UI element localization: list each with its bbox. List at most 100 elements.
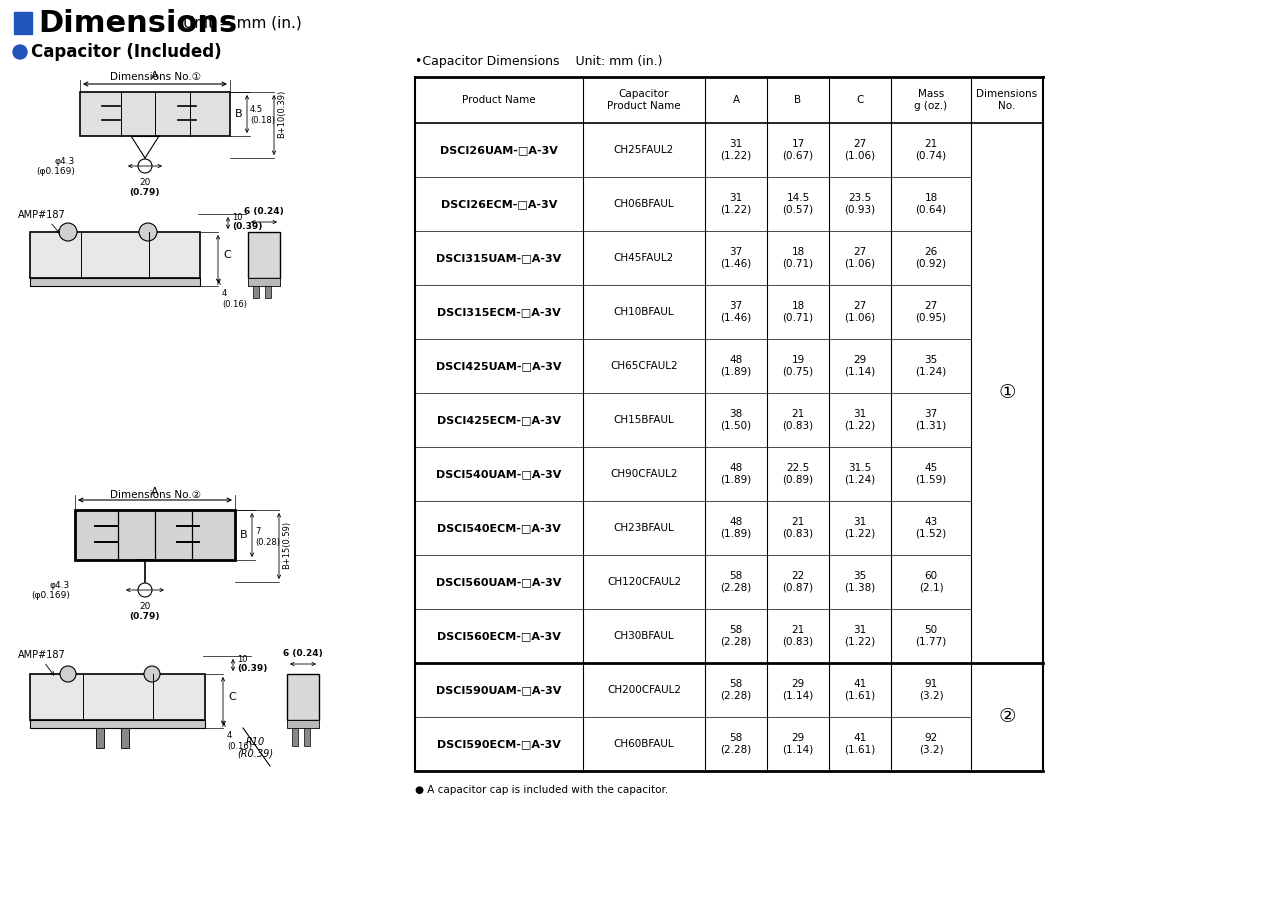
Text: 4: 4 <box>221 289 228 297</box>
Text: CH25FAUL2: CH25FAUL2 <box>614 145 675 155</box>
Text: 27
(0.95): 27 (0.95) <box>915 302 947 323</box>
Text: Capacitor
Product Name: Capacitor Product Name <box>607 90 681 111</box>
Text: ①: ① <box>998 384 1016 402</box>
Text: 43
(1.52): 43 (1.52) <box>915 517 947 538</box>
Text: (0.39): (0.39) <box>237 664 268 674</box>
Circle shape <box>59 223 77 241</box>
Bar <box>287 674 319 720</box>
Text: DSCI560UAM-□A-3V: DSCI560UAM-□A-3V <box>436 577 562 587</box>
Text: 19
(0.75): 19 (0.75) <box>782 356 814 377</box>
Text: DSCI315ECM-□A-3V: DSCI315ECM-□A-3V <box>438 307 561 317</box>
Text: 6 (0.24): 6 (0.24) <box>283 649 323 658</box>
Bar <box>122 728 129 748</box>
Text: CH200CFAUL2: CH200CFAUL2 <box>607 685 681 695</box>
Circle shape <box>13 45 27 59</box>
Text: (R0.39): (R0.39) <box>237 749 273 759</box>
Text: 31
(1.22): 31 (1.22) <box>721 139 751 161</box>
Text: DSCI425UAM-□A-3V: DSCI425UAM-□A-3V <box>436 361 562 371</box>
Text: B: B <box>236 109 243 119</box>
Text: 18
(0.71): 18 (0.71) <box>782 302 814 323</box>
Circle shape <box>140 223 157 241</box>
Bar <box>96 728 104 748</box>
Text: CH15BFAUL: CH15BFAUL <box>613 415 675 425</box>
Circle shape <box>143 666 160 682</box>
Text: R10: R10 <box>246 737 265 747</box>
Text: Unit = mm (in.): Unit = mm (in.) <box>183 16 302 30</box>
Bar <box>265 286 271 298</box>
Text: B+15(0.59): B+15(0.59) <box>283 521 292 569</box>
Text: Capacitor (Included): Capacitor (Included) <box>31 43 221 61</box>
Bar <box>79 92 230 136</box>
Text: 29
(1.14): 29 (1.14) <box>782 679 814 701</box>
Bar <box>248 278 280 286</box>
Text: (0.79): (0.79) <box>129 188 160 197</box>
Text: (0.16): (0.16) <box>221 300 247 309</box>
Text: Mass
g (oz.): Mass g (oz.) <box>914 90 947 111</box>
Text: CH06BFAUL: CH06BFAUL <box>613 199 675 209</box>
Circle shape <box>60 666 76 682</box>
Text: 27
(1.06): 27 (1.06) <box>845 302 876 323</box>
Text: 23.5
(0.93): 23.5 (0.93) <box>845 193 876 215</box>
Text: 58
(2.28): 58 (2.28) <box>721 679 751 701</box>
Text: B: B <box>241 530 247 540</box>
Text: CH90CFAUL2: CH90CFAUL2 <box>611 469 677 479</box>
Text: 48
(1.89): 48 (1.89) <box>721 517 751 538</box>
Text: 29
(1.14): 29 (1.14) <box>782 733 814 755</box>
Text: 48
(1.89): 48 (1.89) <box>721 356 751 377</box>
Text: CH23BFAUL: CH23BFAUL <box>613 523 675 533</box>
Text: 14.5
(0.57): 14.5 (0.57) <box>782 193 814 215</box>
Text: (φ0.169): (φ0.169) <box>31 591 70 600</box>
Text: (0.79): (0.79) <box>129 612 160 621</box>
Text: 58
(2.28): 58 (2.28) <box>721 571 751 593</box>
Bar <box>29 720 205 728</box>
Bar <box>305 728 310 746</box>
Text: DSCI26UAM-□A-3V: DSCI26UAM-□A-3V <box>440 145 558 155</box>
Text: AMP#187: AMP#187 <box>18 650 65 660</box>
Text: C: C <box>228 692 236 702</box>
Text: A: A <box>151 71 159 81</box>
Text: DSCI26ECM-□A-3V: DSCI26ECM-□A-3V <box>440 199 557 209</box>
Text: 35
(1.38): 35 (1.38) <box>845 571 876 593</box>
Text: 18
(0.64): 18 (0.64) <box>915 193 947 215</box>
Text: Product Name: Product Name <box>462 95 536 105</box>
Bar <box>292 728 298 746</box>
Text: 10: 10 <box>237 655 247 664</box>
Bar <box>29 232 200 278</box>
Bar <box>14 12 32 34</box>
Text: DSCI560ECM-□A-3V: DSCI560ECM-□A-3V <box>436 631 561 641</box>
Text: φ4.3: φ4.3 <box>55 157 76 166</box>
Text: 4: 4 <box>227 730 232 739</box>
Text: DSCI425ECM-□A-3V: DSCI425ECM-□A-3V <box>436 415 561 425</box>
Text: CH65CFAUL2: CH65CFAUL2 <box>611 361 678 371</box>
Text: DSCI590ECM-□A-3V: DSCI590ECM-□A-3V <box>436 739 561 749</box>
Text: 92
(3.2): 92 (3.2) <box>919 733 943 755</box>
Text: 31
(1.22): 31 (1.22) <box>845 625 876 647</box>
Text: 48
(1.89): 48 (1.89) <box>721 463 751 484</box>
Text: B+10(0.39): B+10(0.39) <box>278 90 287 138</box>
Text: 22.5
(0.89): 22.5 (0.89) <box>782 463 814 484</box>
Bar <box>29 278 200 286</box>
Text: DSCI315UAM-□A-3V: DSCI315UAM-□A-3V <box>436 253 562 263</box>
Text: CH120CFAUL2: CH120CFAUL2 <box>607 577 681 587</box>
Text: (0.28): (0.28) <box>255 537 280 547</box>
Text: 41
(1.61): 41 (1.61) <box>845 679 876 701</box>
Text: Dimensions No.①: Dimensions No.① <box>110 72 201 82</box>
Text: 21
(0.74): 21 (0.74) <box>915 139 947 161</box>
Text: DSCI540ECM-□A-3V: DSCI540ECM-□A-3V <box>436 523 561 533</box>
Text: Dimensions: Dimensions <box>38 8 237 37</box>
Text: 22
(0.87): 22 (0.87) <box>782 571 814 593</box>
Text: CH45FAUL2: CH45FAUL2 <box>614 253 675 263</box>
Bar <box>76 510 236 560</box>
Text: 35
(1.24): 35 (1.24) <box>915 356 947 377</box>
Bar <box>287 720 319 728</box>
Text: DSCI590UAM-□A-3V: DSCI590UAM-□A-3V <box>436 685 562 695</box>
Text: 50
(1.77): 50 (1.77) <box>915 625 947 647</box>
Text: (0.18): (0.18) <box>250 116 275 125</box>
Text: 37
(1.46): 37 (1.46) <box>721 302 751 323</box>
Text: 21
(0.83): 21 (0.83) <box>782 517 814 538</box>
Text: B: B <box>795 95 801 105</box>
Text: 27
(1.06): 27 (1.06) <box>845 247 876 269</box>
Text: 38
(1.50): 38 (1.50) <box>721 409 751 430</box>
Text: 27
(1.06): 27 (1.06) <box>845 139 876 161</box>
Text: A: A <box>732 95 740 105</box>
